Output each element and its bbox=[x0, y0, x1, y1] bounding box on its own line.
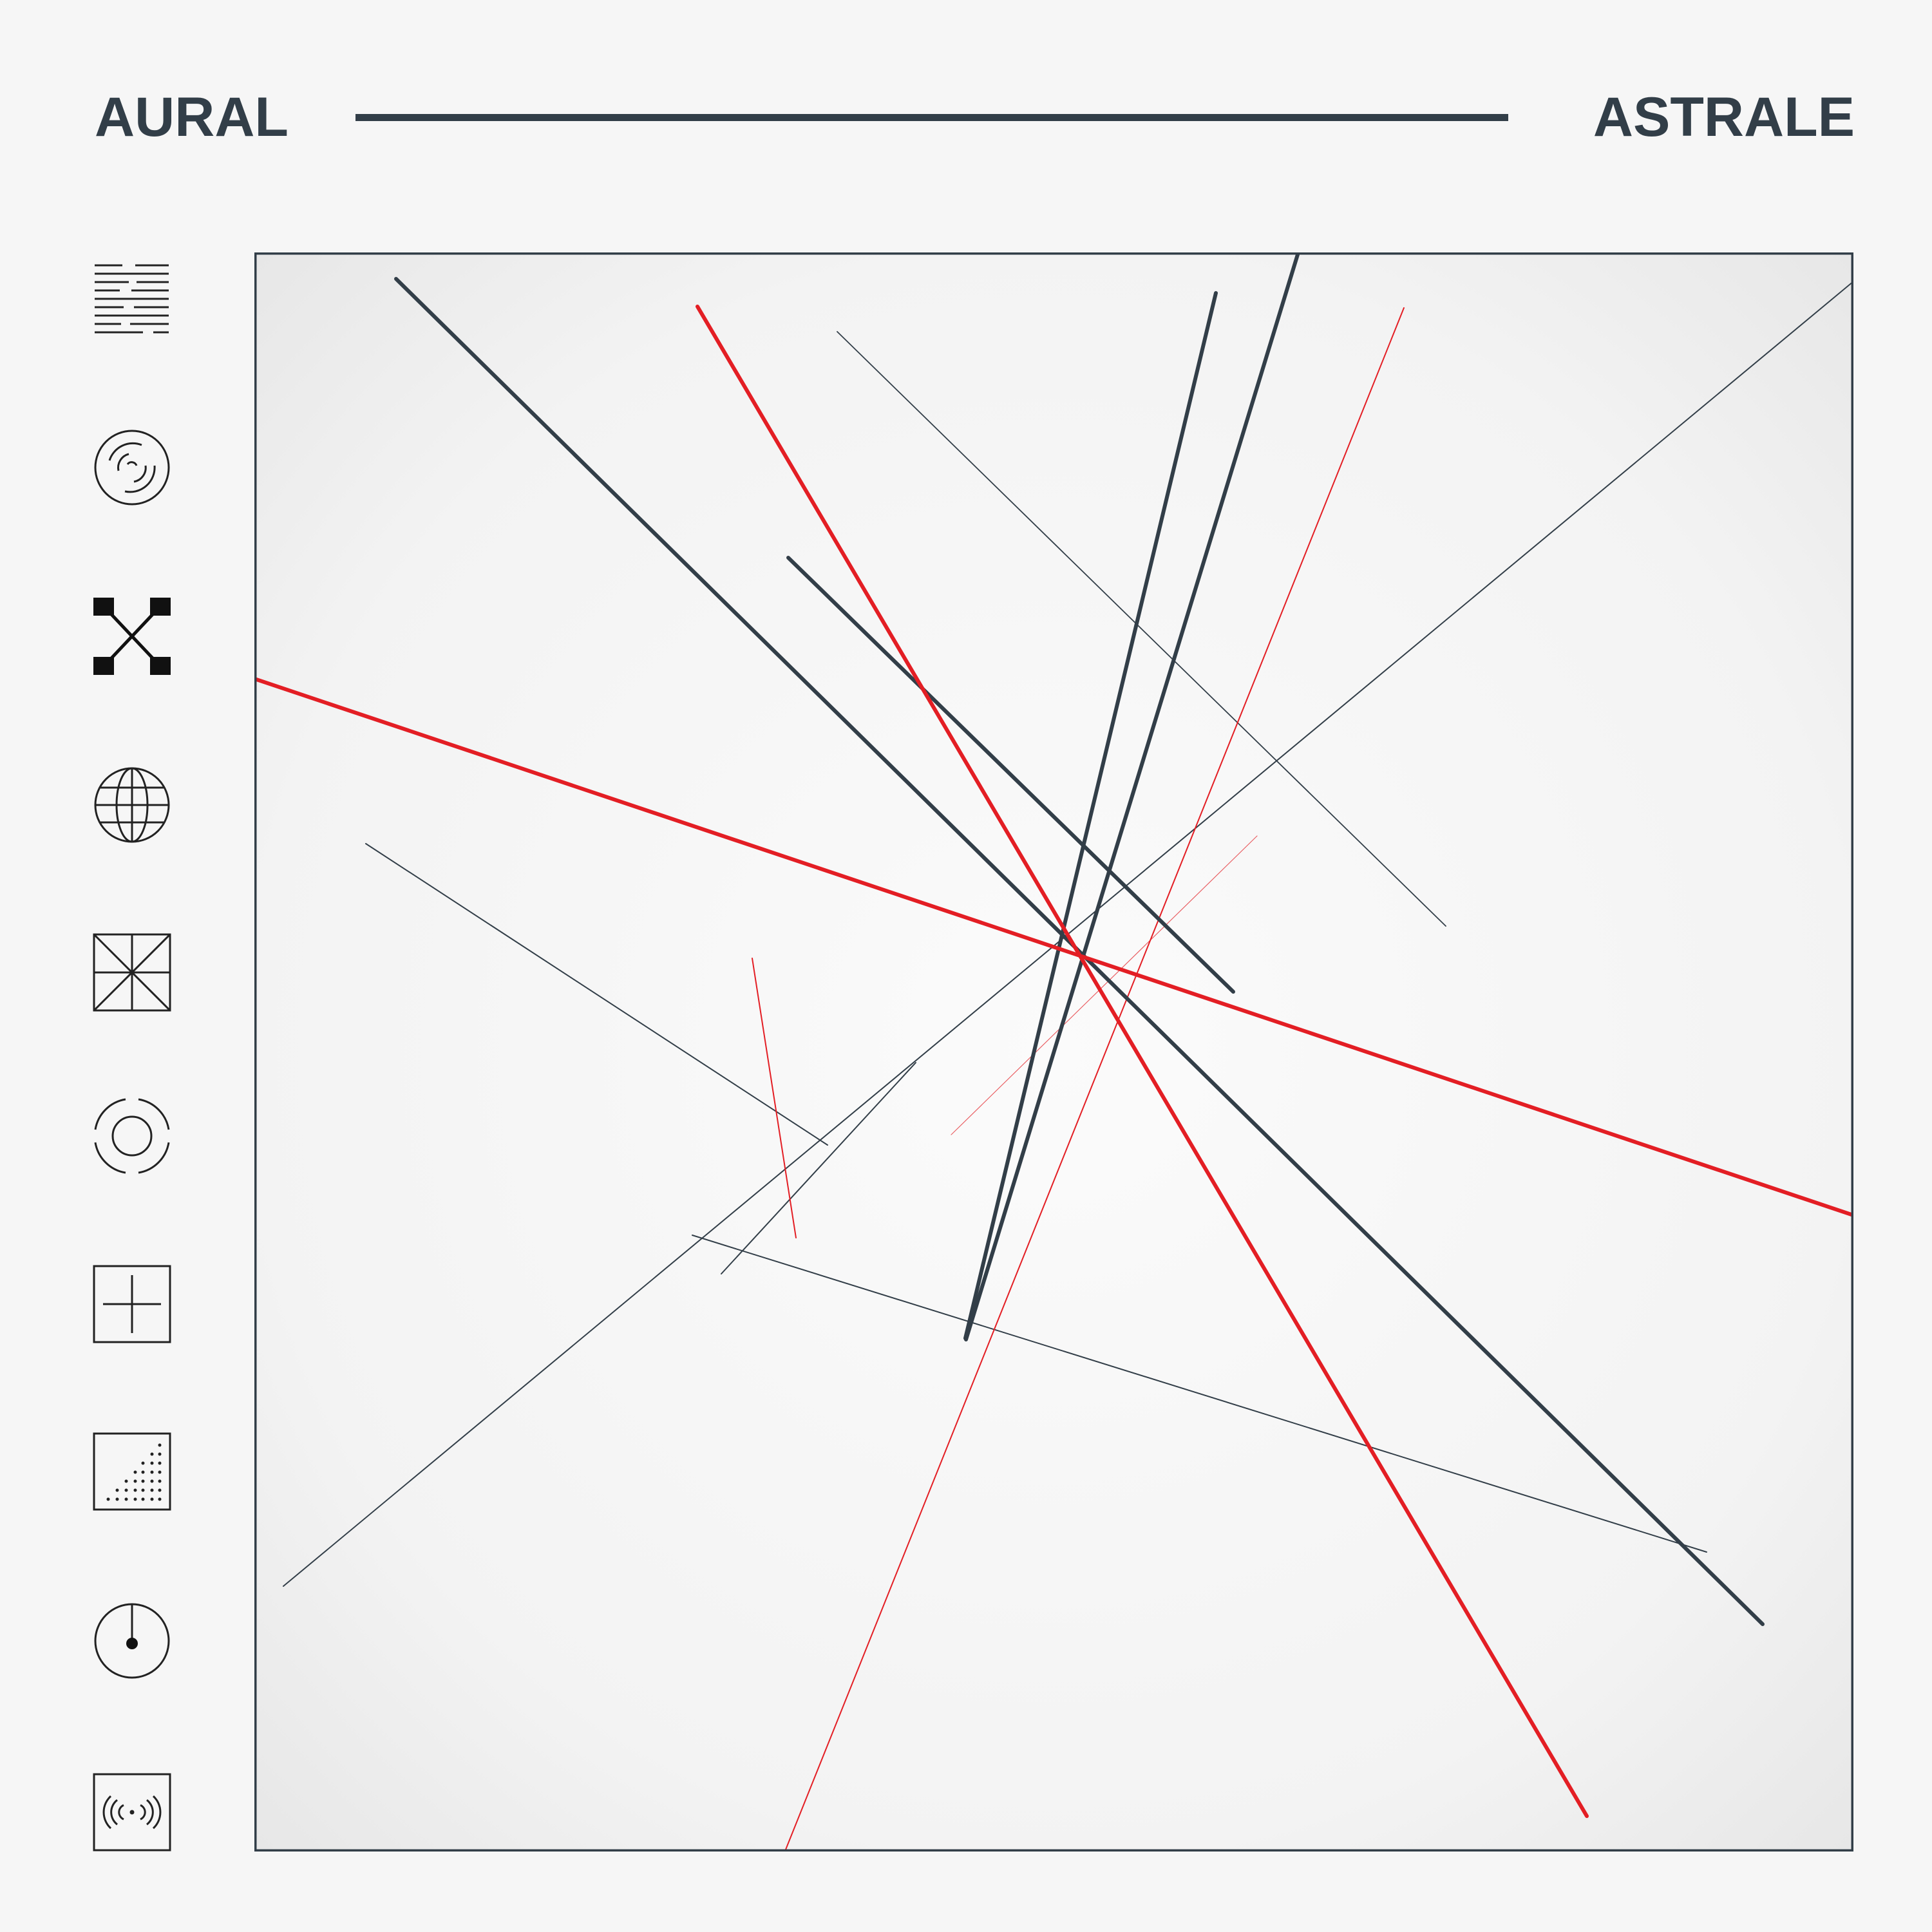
thin-line bbox=[692, 1235, 1707, 1553]
line-composition-artwork bbox=[254, 252, 1853, 1852]
heavy-red-line bbox=[254, 677, 1853, 1217]
thin-red-line bbox=[785, 307, 1405, 1850]
thin-line bbox=[365, 843, 828, 1146]
thin-line bbox=[721, 1062, 916, 1274]
cross-connect-icon bbox=[93, 598, 171, 675]
header-divider bbox=[355, 114, 1508, 121]
globe-icon bbox=[94, 767, 170, 843]
heavy-line bbox=[964, 252, 1300, 1341]
broadcast-icon bbox=[93, 1773, 171, 1852]
album-title-right: ASTRALE bbox=[1593, 86, 1855, 148]
target-ring-icon bbox=[94, 1098, 170, 1174]
dial-icon bbox=[94, 1603, 170, 1679]
thin-red-line bbox=[951, 835, 1258, 1135]
thin-red-line bbox=[752, 958, 797, 1238]
octant-square-icon bbox=[93, 933, 171, 1012]
heavy-line bbox=[963, 291, 1218, 1340]
heavy-line bbox=[786, 556, 1235, 994]
heavy-red-line bbox=[696, 305, 1589, 1818]
album-title-left: AURAL bbox=[95, 86, 289, 148]
artwork-frame bbox=[254, 252, 1853, 1852]
thin-line bbox=[837, 331, 1446, 927]
stacked-dashes-icon bbox=[95, 264, 169, 334]
dotted-triangle-square-icon bbox=[93, 1432, 171, 1511]
plus-square-icon bbox=[93, 1265, 171, 1343]
concentric-arcs-icon bbox=[94, 430, 170, 506]
